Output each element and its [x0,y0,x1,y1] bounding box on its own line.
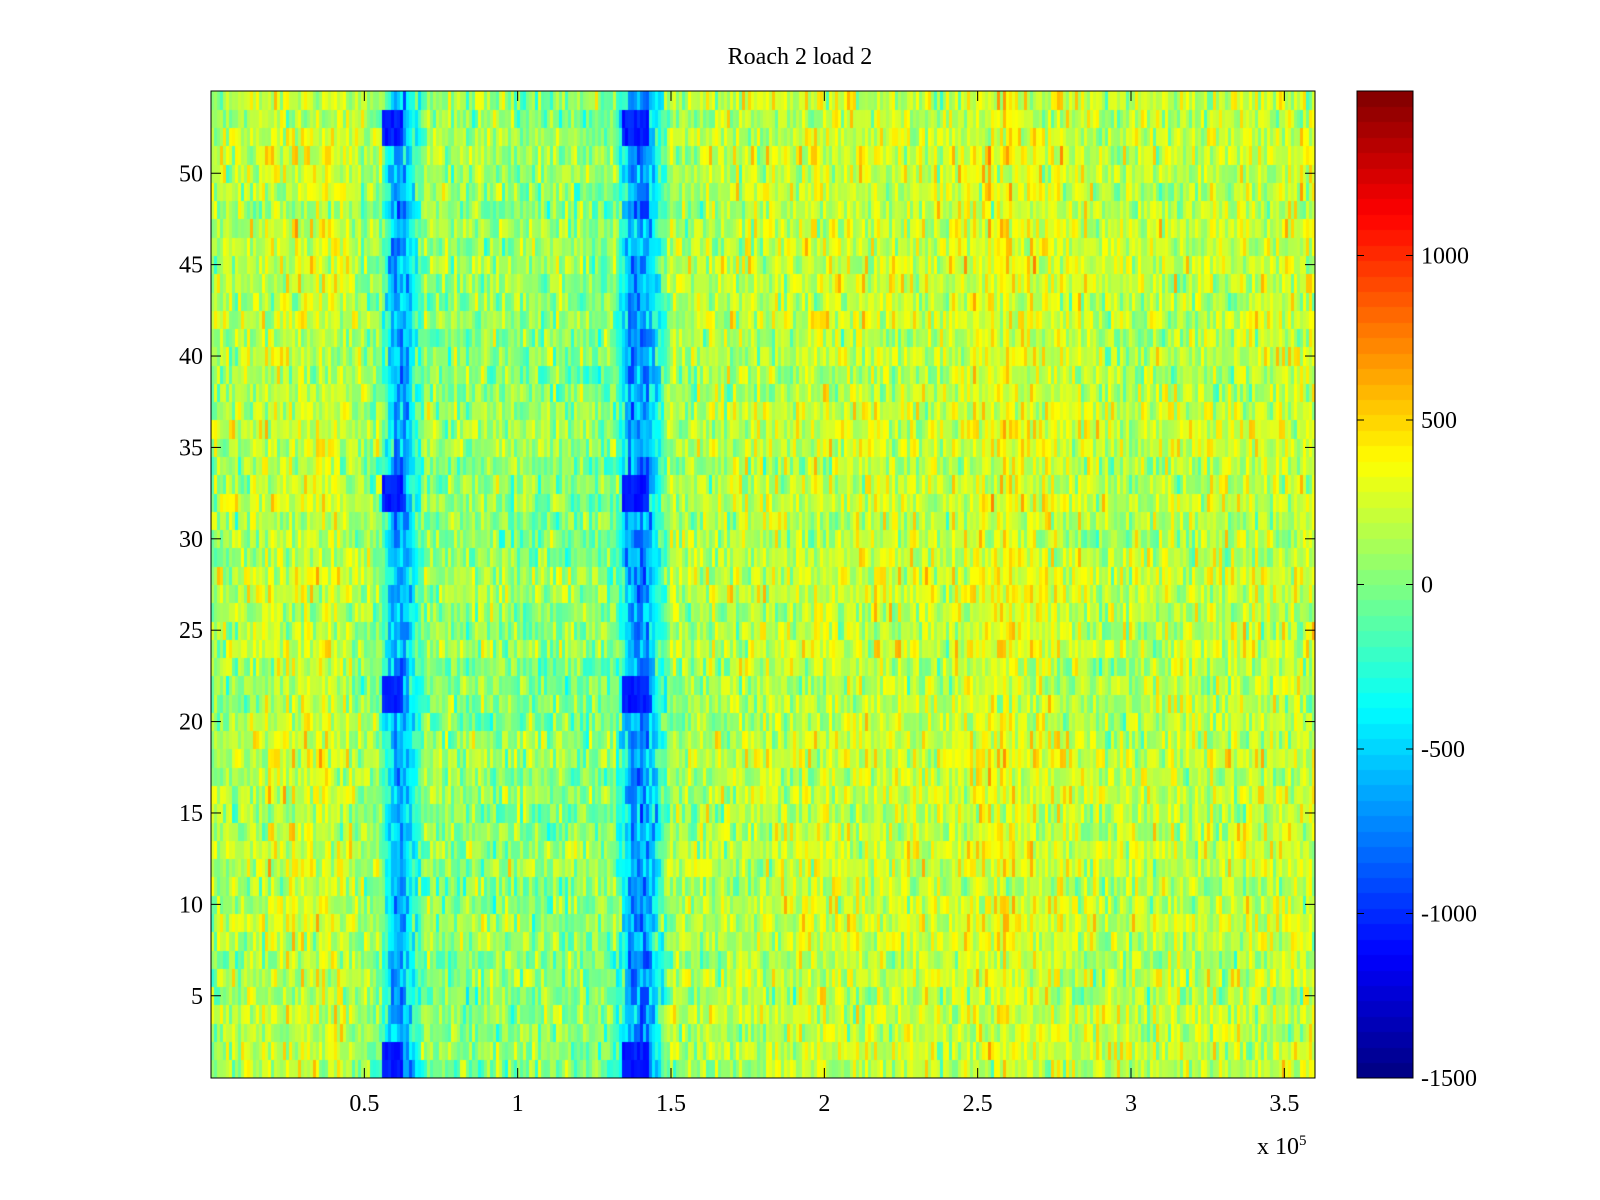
colorbar-tick-label: -500 [1421,737,1465,763]
y-tick-label: 10 [179,892,203,918]
y-tick-label: 5 [191,984,203,1010]
x-tick-label: 1.5 [656,1091,686,1117]
y-tick-label: 50 [179,161,203,187]
colorbar-gradient [1357,91,1413,1078]
y-tick-label: 30 [179,527,203,553]
y-tick-label: 25 [179,618,203,644]
colorbar-tick-label: -1500 [1421,1066,1477,1092]
x-axis-exponent-label: x 105 [1257,1133,1307,1161]
y-tick-label: 35 [179,435,203,461]
colorbar-tick-label: 1000 [1421,244,1469,270]
x-tick-label: 0.5 [349,1091,379,1117]
chart-title: Roach 2 load 2 [727,44,873,70]
x-tick-label: 3.5 [1269,1091,1299,1117]
x-exponent-power: 5 [1299,1133,1307,1149]
colorbar-tick-label: 0 [1421,573,1433,599]
plot-frame [210,90,1316,1079]
x-tick-label: 2.5 [963,1091,993,1117]
x-exponent-base: x 10 [1257,1134,1299,1160]
colorbar-tick-label: -1000 [1421,902,1477,928]
y-tick-label: 45 [179,253,203,279]
y-tick-label: 40 [179,344,203,370]
y-tick-label: 20 [179,710,203,736]
x-tick-label: 2 [818,1091,830,1117]
x-tick-label: 3 [1125,1091,1137,1117]
colorbar-frame [1356,90,1414,1079]
colorbar-tick-label: 500 [1421,408,1457,434]
heatmap-image [211,91,1315,1078]
y-tick-label: 15 [179,801,203,827]
x-tick-label: 1 [512,1091,524,1117]
